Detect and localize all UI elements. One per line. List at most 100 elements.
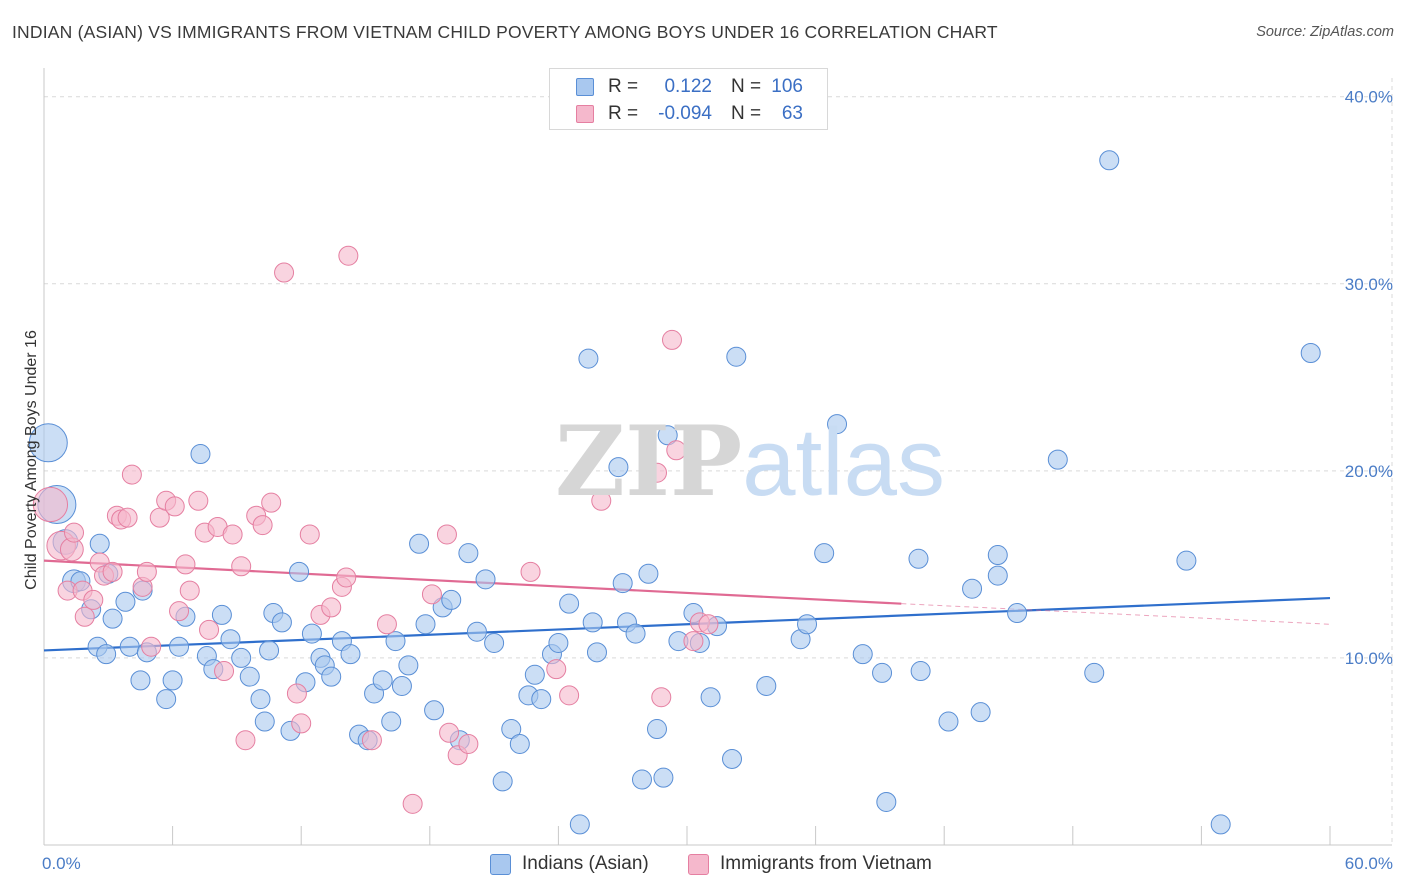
data-point — [214, 661, 235, 682]
data-point — [321, 666, 342, 687]
data-point — [466, 621, 487, 642]
data-point — [962, 578, 983, 599]
data-point — [385, 631, 406, 652]
legend-r-label: R = — [608, 103, 639, 124]
data-point — [239, 666, 260, 687]
data-point — [261, 492, 282, 513]
legend-r-value: 0.122 — [664, 76, 712, 97]
y-axis-title: Child Poverty Among Boys Under 16 — [23, 330, 40, 590]
data-point — [1007, 603, 1028, 624]
data-point — [372, 670, 393, 691]
data-point — [162, 670, 183, 691]
legend-row-indians: R = 0.122 N = 106 — [550, 73, 827, 101]
series-immigrants-vietnam — [32, 245, 719, 814]
data-point — [235, 730, 256, 751]
data-point — [1176, 550, 1197, 571]
data-point — [274, 262, 295, 283]
data-point — [458, 733, 479, 754]
data-point — [661, 329, 682, 350]
data-point — [524, 664, 545, 685]
data-point — [970, 702, 991, 723]
data-point — [520, 561, 541, 582]
data-point — [436, 524, 457, 545]
data-point — [169, 636, 190, 657]
data-point — [872, 662, 893, 683]
data-point — [591, 490, 612, 511]
data-point — [546, 659, 567, 680]
data-point — [548, 632, 569, 653]
data-point — [188, 490, 209, 511]
data-point — [199, 619, 220, 640]
data-point — [259, 640, 280, 661]
legend-r-label: R = — [608, 76, 639, 97]
data-point — [910, 661, 931, 682]
data-point — [646, 719, 667, 740]
data-point — [625, 623, 646, 644]
data-point — [876, 791, 897, 812]
data-point — [1210, 814, 1231, 835]
legend-n-label: N = — [731, 103, 762, 124]
data-point — [582, 612, 603, 633]
data-point — [509, 733, 530, 754]
data-point — [531, 689, 552, 710]
legend-swatch-pink — [688, 854, 709, 875]
legend-label: Immigrants from Vietnam — [720, 853, 932, 874]
data-point — [653, 767, 674, 788]
legend-swatch-blue — [576, 78, 594, 96]
data-point — [424, 700, 445, 721]
source-label: Source: ZipAtlas.com — [1256, 24, 1394, 40]
legend-swatch-blue — [490, 854, 511, 875]
trend-line-vietnam — [43, 559, 902, 605]
data-point — [175, 554, 196, 575]
x-tick-label: 60.0% — [1345, 854, 1393, 873]
data-point — [475, 569, 496, 590]
legend-r-value: -0.094 — [658, 103, 712, 124]
data-point — [586, 642, 607, 663]
data-point — [121, 464, 142, 485]
data-point — [96, 644, 117, 665]
legend-swatch-pink — [576, 105, 594, 123]
y-tick-label: 10.0% — [1345, 649, 1393, 668]
chart-title: INDIAN (ASIAN) VS IMMIGRANTS FROM VIETNA… — [12, 22, 998, 42]
data-point — [797, 614, 818, 635]
data-point — [756, 675, 777, 696]
data-point — [381, 711, 402, 732]
data-point — [376, 614, 397, 635]
data-point — [814, 543, 835, 564]
data-point — [415, 614, 436, 635]
data-point — [115, 591, 136, 612]
data-point — [722, 748, 743, 769]
data-point — [102, 608, 123, 629]
data-point — [220, 629, 241, 650]
data-point — [439, 722, 460, 743]
zipatlas-watermark: ZIPatlas — [555, 405, 945, 518]
data-point — [683, 631, 704, 652]
data-point — [164, 496, 185, 517]
data-point — [501, 719, 522, 740]
data-point — [28, 423, 68, 463]
data-point — [987, 565, 1008, 586]
data-point — [169, 601, 190, 622]
data-point — [231, 647, 252, 668]
data-point — [179, 580, 200, 601]
data-point — [402, 793, 423, 814]
legend-n-value: 63 — [781, 103, 803, 124]
data-point — [827, 414, 848, 435]
data-point — [698, 614, 719, 635]
data-point — [130, 670, 151, 691]
data-point — [252, 515, 273, 536]
legend-n-label: N = — [731, 76, 762, 97]
data-point — [638, 563, 659, 584]
data-point — [32, 486, 69, 523]
data-point — [657, 425, 678, 446]
x-tick-label: 0.0% — [42, 854, 81, 873]
data-point — [578, 348, 599, 369]
data-point — [441, 589, 462, 610]
data-point — [141, 636, 162, 657]
data-point — [987, 545, 1008, 566]
data-point — [1099, 150, 1120, 171]
data-point — [117, 507, 138, 528]
y-tick-label: 30.0% — [1345, 275, 1393, 294]
correlation-legend: R = 0.122 N = 106 R = -0.094 N = 63 — [549, 68, 828, 130]
